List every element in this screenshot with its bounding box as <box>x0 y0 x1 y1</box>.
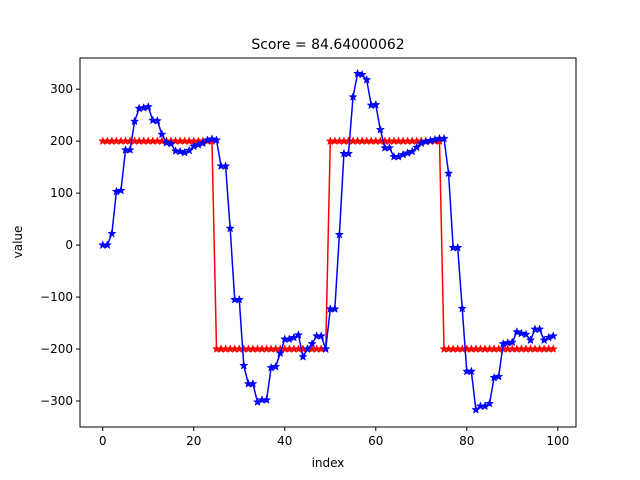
x-axis: 0 20 40 60 80 100 <box>99 427 569 448</box>
series-2-point <box>484 398 495 408</box>
series-2-point <box>316 331 326 341</box>
y-axis-label: value <box>11 226 25 259</box>
series-2-point <box>371 99 381 109</box>
series-2-point <box>157 129 167 139</box>
series-2-point <box>261 395 272 404</box>
series-2-point <box>148 115 158 125</box>
y-tick-label: −100 <box>40 290 73 304</box>
series-2-point <box>239 360 249 370</box>
series-2-point <box>220 161 231 171</box>
x-tick-label: 100 <box>546 434 569 448</box>
series-2-point <box>116 185 126 195</box>
x-tick-label: 20 <box>186 434 201 448</box>
y-tick-label: 100 <box>50 186 73 200</box>
plot-frame <box>79 57 577 428</box>
series-layer <box>98 68 558 414</box>
series-2-point <box>271 361 281 371</box>
series-2-point <box>507 337 517 347</box>
x-tick-label: 40 <box>277 434 292 448</box>
series-2-point <box>225 223 235 233</box>
series-2-point <box>143 101 153 111</box>
series-2-point <box>361 74 372 84</box>
series-1-point <box>548 344 558 354</box>
series-2-point <box>152 115 163 125</box>
x-axis-label: index <box>312 456 345 470</box>
series-2-point <box>102 240 112 250</box>
series-2-point <box>439 133 449 143</box>
series-2-point <box>307 338 317 348</box>
plot-area <box>79 57 577 428</box>
series-2-point <box>453 242 463 252</box>
chart-title: Score = 84.64000062 <box>251 37 404 53</box>
y-axis: −300 −200 −100 0 100 200 300 <box>40 82 80 408</box>
series-2-point <box>334 229 345 239</box>
y-tick-label: 300 <box>50 82 73 96</box>
series-2-point <box>166 138 176 148</box>
series-2-point <box>234 294 244 304</box>
series-2-point <box>330 304 340 313</box>
series-2-point <box>129 116 140 126</box>
series-2-point <box>375 124 385 134</box>
y-tick-label: 0 <box>65 238 73 252</box>
series-2-point <box>466 366 477 376</box>
series-2-point <box>321 344 331 354</box>
series-2-point <box>457 303 467 313</box>
series-2-point <box>211 135 222 145</box>
y-tick-label: −200 <box>40 342 73 356</box>
series-2-point <box>348 92 358 101</box>
series-2-point <box>443 168 454 178</box>
series-2-point <box>525 335 536 345</box>
series-2-point <box>248 378 258 388</box>
y-tick-label: 200 <box>50 134 73 148</box>
series-2-point <box>343 148 354 158</box>
series-2-point <box>107 228 117 238</box>
series-2-point <box>298 351 308 361</box>
series-2-point <box>493 371 504 381</box>
series-2-point <box>170 146 181 156</box>
series-2-point <box>275 348 285 358</box>
x-tick-label: 0 <box>99 434 107 448</box>
series-2-point <box>125 145 135 154</box>
y-tick-label: −300 <box>40 394 73 408</box>
series-2-point <box>357 69 367 79</box>
series-2-point <box>512 326 522 336</box>
x-tick-label: 60 <box>368 434 383 448</box>
series-2-point <box>384 142 395 152</box>
series-2-point <box>548 331 558 341</box>
series-2-point <box>302 344 313 354</box>
series-2-point <box>521 329 531 339</box>
series-2-point <box>293 330 304 339</box>
x-tick-label: 80 <box>459 434 474 448</box>
series-2-point <box>534 324 545 334</box>
